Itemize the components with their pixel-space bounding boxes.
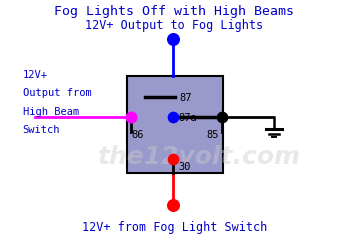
Text: Switch: Switch [23,125,60,135]
Text: Output from: Output from [23,89,91,98]
Text: 12V+ Output to Fog Lights: 12V+ Output to Fog Lights [86,19,263,32]
Point [171,115,176,119]
Point [128,115,134,119]
Text: 87: 87 [180,93,192,103]
Bar [127,76,223,173]
Text: Fog Lights Off with High Beams: Fog Lights Off with High Beams [54,5,295,17]
Text: 12V+ from Fog Light Switch: 12V+ from Fog Light Switch [82,221,267,234]
Point [171,203,176,207]
Text: the12volt.com: the12volt.com [97,145,300,169]
Text: 86: 86 [131,130,143,140]
Point [128,115,134,119]
Point [171,157,176,161]
Text: 87a: 87a [178,113,197,123]
Text: 85: 85 [206,130,218,140]
Point [219,115,224,119]
Text: High Beam: High Beam [23,107,79,117]
Text: 12V+: 12V+ [23,70,48,80]
Point [171,37,176,41]
Text: 30: 30 [178,162,191,172]
